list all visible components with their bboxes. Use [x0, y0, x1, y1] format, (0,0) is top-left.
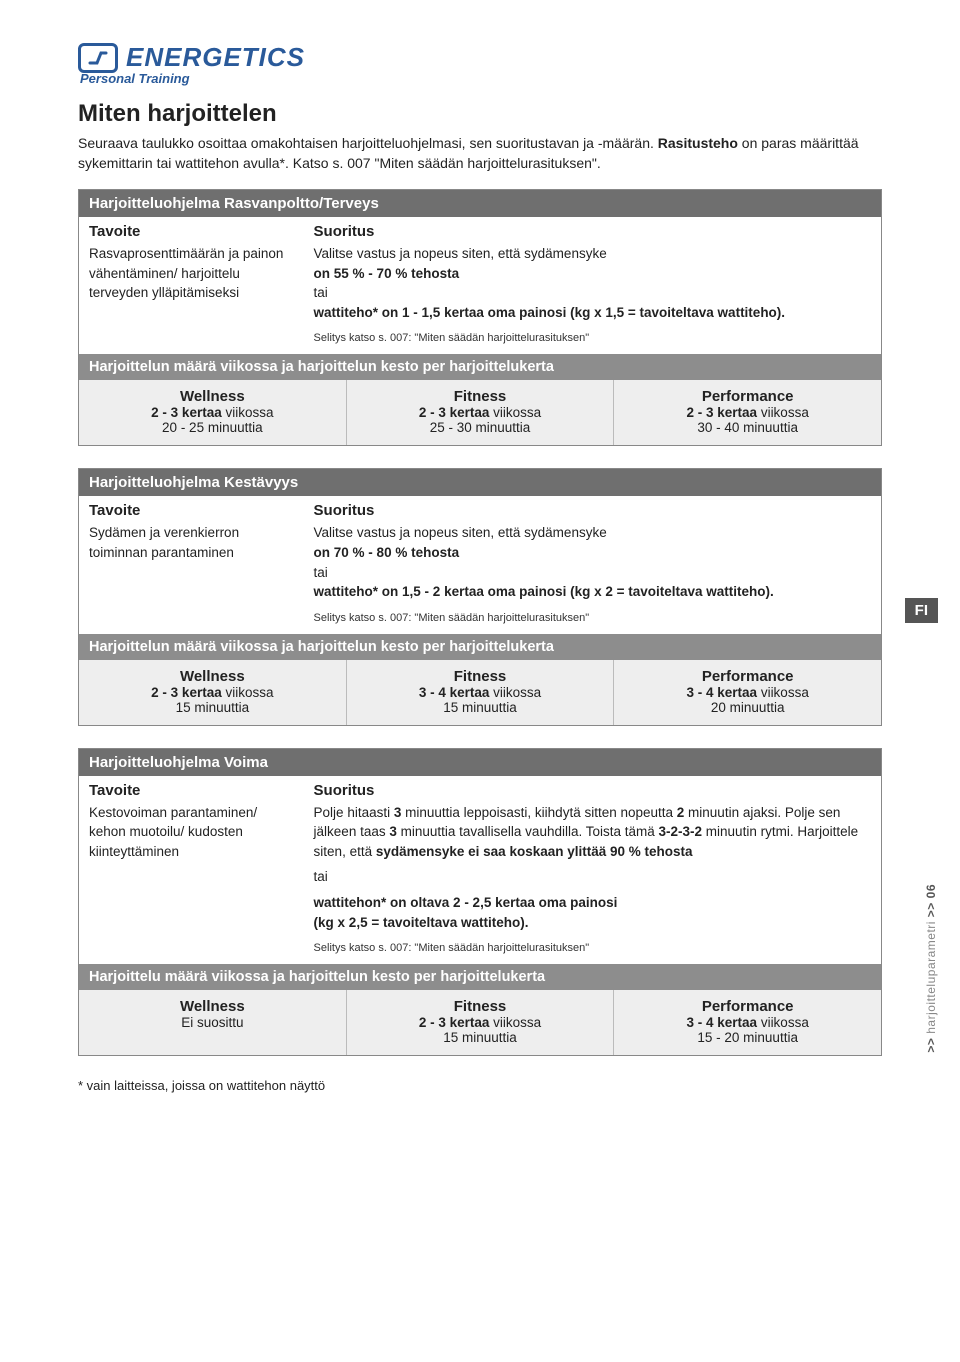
goal-text: Sydämen ja verenkierron toiminnan parant… — [89, 523, 294, 562]
level-freq: 2 - 3 kertaa viikossa — [85, 405, 340, 420]
suoritus-text: Polje hitaasti 3 minuuttia leppoisasti, … — [314, 803, 871, 932]
level-title: Performance — [620, 388, 875, 405]
program-table-rasvanpoltto: Harjoitteluohjelma Rasvanpoltto/Terveys … — [78, 189, 882, 446]
note-ref: Selitys katso s. 007: "Miten säädän harj… — [314, 612, 871, 624]
page-title: Miten harjoittelen — [78, 100, 882, 128]
level-freq: 2 - 3 kertaa viikossa — [353, 405, 608, 420]
level-dur: 30 - 40 minuuttia — [620, 420, 875, 435]
tavoite-label: Tavoite — [89, 502, 294, 519]
language-tab: FI — [905, 598, 938, 623]
level-title: Performance — [620, 668, 875, 685]
level-freq: 2 - 3 kertaa viikossa — [620, 405, 875, 420]
intro-text-1: Seuraava taulukko osoittaa omakohtaisen … — [78, 135, 658, 151]
level-title: Performance — [620, 998, 875, 1015]
suoritus-tai: tai — [314, 565, 328, 580]
logo-icon — [78, 43, 118, 73]
level-wellness: Wellness Ei suosittu — [79, 990, 347, 1055]
level-freq: 3 - 4 kertaa viikossa — [620, 685, 875, 700]
suoritus-text: Valitse vastus ja nopeus siten, että syd… — [314, 244, 871, 322]
suoritus-bold2b: (kg x 2,5 = tavoiteltava wattiteho). — [314, 915, 529, 930]
level-title: Fitness — [353, 668, 608, 685]
frequency-subbar: Harjoittelun määrä viikossa ja harjoitte… — [79, 634, 881, 660]
levels-grid: Wellness Ei suosittu Fitness 2 - 3 kerta… — [79, 990, 881, 1055]
suoritus-bold2: wattiteho* on 1,5 - 2 kertaa oma painosi… — [314, 584, 774, 599]
suoritus-label: Suoritus — [314, 502, 871, 519]
side-page-label: >> harjoitteluparametri >> 06 — [924, 884, 938, 1053]
suoritus-bold2: wattiteho* on 1 - 1,5 kertaa oma painosi… — [314, 305, 786, 320]
program-table-kestavyys: Harjoitteluohjelma Kestävyys Tavoite Syd… — [78, 468, 882, 725]
frequency-subbar: Harjoittelu määrä viikossa ja harjoittel… — [79, 964, 881, 990]
brand-name: ENERGETICS — [126, 42, 305, 73]
suoritus-line1: Valitse vastus ja nopeus siten, että syd… — [314, 246, 607, 261]
level-dur: 20 - 25 minuuttia — [85, 420, 340, 435]
level-fitness: Fitness 2 - 3 kertaa viikossa 25 - 30 mi… — [347, 380, 615, 445]
suoritus-line1: Valitse vastus ja nopeus siten, että syd… — [314, 525, 607, 540]
program-table-voima: Harjoitteluohjelma Voima Tavoite Kestovo… — [78, 748, 882, 1056]
level-dur: 15 minuuttia — [353, 1030, 608, 1045]
suoritus-bold2a: wattitehon* on oltava 2 - 2,5 kertaa oma… — [314, 895, 618, 910]
level-performance: Performance 3 - 4 kertaa viikossa 15 - 2… — [614, 990, 881, 1055]
level-performance: Performance 2 - 3 kertaa viikossa 30 - 4… — [614, 380, 881, 445]
level-dur: 15 - 20 minuuttia — [620, 1030, 875, 1045]
level-freq: 3 - 4 kertaa viikossa — [620, 1015, 875, 1030]
level-title: Fitness — [353, 388, 608, 405]
level-freq: 3 - 4 kertaa viikossa — [353, 685, 608, 700]
level-dur: 20 minuuttia — [620, 700, 875, 715]
goal-text: Kestovoiman parantaminen/ kehon muotoilu… — [89, 803, 294, 862]
level-dur: 25 - 30 minuuttia — [353, 420, 608, 435]
level-title: Wellness — [85, 998, 340, 1015]
level-line: Ei suosittu — [85, 1015, 340, 1030]
suoritus-bold1: on 55 % - 70 % tehosta — [314, 266, 460, 281]
brand-subtitle: Personal Training — [80, 71, 882, 86]
level-dur: 15 minuuttia — [85, 700, 340, 715]
level-title: Fitness — [353, 998, 608, 1015]
suoritus-bold1: on 70 % - 80 % tehosta — [314, 545, 460, 560]
level-wellness: Wellness 2 - 3 kertaa viikossa 15 minuut… — [79, 660, 347, 725]
level-dur: 15 minuuttia — [353, 700, 608, 715]
level-title: Wellness — [85, 388, 340, 405]
level-performance: Performance 3 - 4 kertaa viikossa 20 min… — [614, 660, 881, 725]
level-fitness: Fitness 3 - 4 kertaa viikossa 15 minuutt… — [347, 660, 615, 725]
level-freq: 2 - 3 kertaa viikossa — [353, 1015, 608, 1030]
brand-logo: ENERGETICS Personal Training — [78, 42, 882, 86]
program-header: Harjoitteluohjelma Voima — [79, 749, 881, 776]
footnote: * vain laitteissa, joissa on wattitehon … — [78, 1078, 882, 1093]
level-title: Wellness — [85, 668, 340, 685]
level-freq: 2 - 3 kertaa viikossa — [85, 685, 340, 700]
program-header: Harjoitteluohjelma Rasvanpoltto/Terveys — [79, 190, 881, 217]
note-ref: Selitys katso s. 007: "Miten säädän harj… — [314, 942, 871, 954]
levels-grid: Wellness 2 - 3 kertaa viikossa 15 minuut… — [79, 660, 881, 725]
program-header: Harjoitteluohjelma Kestävyys — [79, 469, 881, 496]
intro-paragraph: Seuraava taulukko osoittaa omakohtaisen … — [78, 134, 882, 173]
goal-text: Rasvaprosenttimäärän ja painon vähentämi… — [89, 244, 294, 303]
tavoite-label: Tavoite — [89, 782, 294, 799]
suoritus-text: Valitse vastus ja nopeus siten, että syd… — [314, 523, 871, 601]
intro-bold: Rasituste­ho — [658, 135, 738, 151]
suoritus-label: Suoritus — [314, 782, 871, 799]
tavoite-label: Tavoite — [89, 223, 294, 240]
frequency-subbar: Harjoittelun määrä viikossa ja harjoitte… — [79, 354, 881, 380]
suoritus-tai: tai — [314, 869, 328, 884]
suoritus-tai: tai — [314, 285, 328, 300]
level-fitness: Fitness 2 - 3 kertaa viikossa 15 minuutt… — [347, 990, 615, 1055]
note-ref: Selitys katso s. 007: "Miten säädän harj… — [314, 332, 871, 344]
suoritus-label: Suoritus — [314, 223, 871, 240]
level-wellness: Wellness 2 - 3 kertaa viikossa 20 - 25 m… — [79, 380, 347, 445]
levels-grid: Wellness 2 - 3 kertaa viikossa 20 - 25 m… — [79, 380, 881, 445]
